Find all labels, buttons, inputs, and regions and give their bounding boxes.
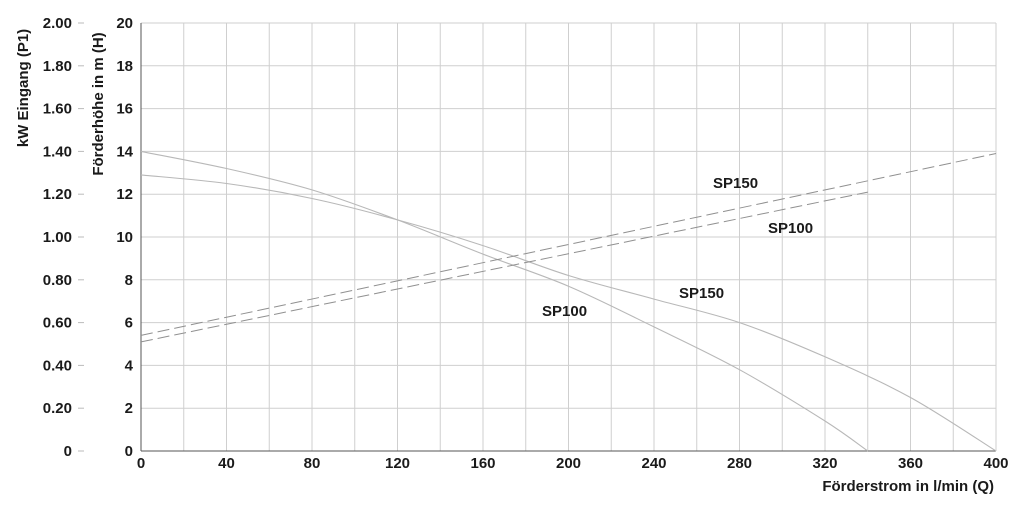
x-tick-label: 40	[218, 455, 235, 472]
y2-axis-title: kW Eingang (P1)	[15, 29, 32, 147]
head-curve-sp100	[140, 150, 869, 452]
y2-tick-label: 0	[64, 443, 72, 460]
y-tick-label: 2	[125, 400, 133, 417]
y2-tick-label: 1.60	[43, 101, 72, 118]
x-tick-label: 280	[727, 455, 752, 472]
series-layer	[140, 150, 997, 452]
y-tick-label: 14	[116, 143, 133, 160]
y-tick-label: 10	[116, 229, 133, 246]
power-curve-sp100	[140, 191, 868, 343]
x-axis-title: Förderstrom in l/min (Q)	[822, 478, 994, 495]
x-tick-label: 400	[983, 455, 1008, 472]
axes-layer	[78, 22, 996, 452]
x-tick-label: 200	[556, 455, 581, 472]
x-tick-label: 240	[641, 455, 666, 472]
y-tick-label: 18	[116, 58, 133, 75]
y-tick-label: 0	[125, 443, 133, 460]
y2-tick-label: 0.20	[43, 400, 72, 417]
x-tick-label: 160	[470, 455, 495, 472]
power-curve-sp150	[140, 153, 997, 336]
y-tick-label: 12	[116, 186, 133, 203]
y2-tick-label: 0.60	[43, 315, 72, 332]
x-tick-label: 360	[898, 455, 923, 472]
x-tick-label: 120	[385, 455, 410, 472]
grid-layer	[140, 22, 997, 452]
y-axis-title: Förderhöhe in m (H)	[90, 32, 107, 175]
x-tick-label: 320	[812, 455, 837, 472]
x-tick-label: 80	[304, 455, 321, 472]
y-tick-label: 4	[125, 357, 134, 374]
head-curve-sp150	[140, 174, 997, 452]
y2-tick-label: 1.00	[43, 229, 72, 246]
y2-tick-label: 1.20	[43, 186, 72, 203]
y2-tick-label: 0.40	[43, 357, 72, 374]
label-head-sp150: SP150	[679, 285, 724, 302]
y-tick-label: 16	[116, 101, 133, 118]
y-tick-label: 20	[116, 15, 133, 32]
y2-tick-label: 2.00	[43, 15, 72, 32]
y2-tick-label: 1.80	[43, 58, 72, 75]
label-power-sp150: SP150	[713, 175, 758, 192]
x-tick-label: 0	[137, 455, 145, 472]
y-tick-label: 6	[125, 315, 133, 332]
y-tick-label: 8	[125, 272, 133, 289]
y2-tick-label: 1.40	[43, 143, 72, 160]
label-power-sp100: SP100	[768, 220, 813, 237]
ticks-layer: 0 40 80 120 160 200 240 280 320 360 40002468101214…	[43, 15, 1009, 472]
y2-tick-label: 0.80	[43, 272, 72, 289]
label-head-sp100: SP100	[542, 303, 587, 320]
